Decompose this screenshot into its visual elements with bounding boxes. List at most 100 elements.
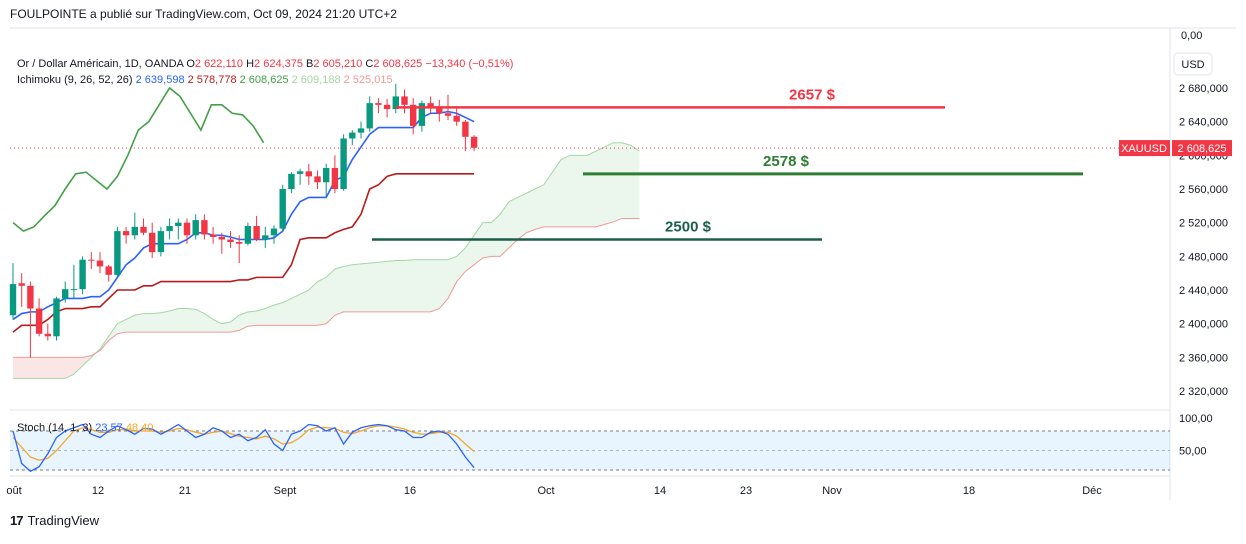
candle bbox=[140, 218, 147, 236]
candle-body bbox=[340, 138, 347, 189]
candle bbox=[166, 218, 173, 240]
candle bbox=[383, 98, 391, 118]
stoch-k-value: 23,57 bbox=[95, 422, 126, 434]
candle bbox=[470, 135, 478, 152]
legend-part: Or / Dollar Américain, 1D, OANDA bbox=[17, 58, 186, 70]
candle bbox=[410, 98, 417, 135]
candle bbox=[357, 121, 365, 139]
candle bbox=[349, 130, 356, 146]
stoch-label: Stoch (14, 1, 3) bbox=[17, 422, 95, 434]
candle-body bbox=[218, 236, 225, 240]
candle bbox=[27, 281, 34, 358]
current-price-tag bbox=[1172, 140, 1232, 157]
cloud-bullish bbox=[91, 142, 640, 358]
currency-label: USD bbox=[1181, 59, 1204, 71]
current-price-label: 2 608,625 bbox=[1178, 143, 1227, 155]
cloud-bearish bbox=[13, 348, 100, 379]
candle bbox=[296, 168, 304, 185]
candle-body bbox=[9, 284, 17, 316]
candle-body bbox=[462, 121, 469, 137]
candle bbox=[366, 96, 373, 132]
candle-body bbox=[262, 235, 269, 240]
candle-body bbox=[401, 96, 408, 105]
candle-body bbox=[35, 308, 43, 334]
price-tick: 2 520,000 bbox=[1179, 218, 1228, 230]
candle-body bbox=[183, 222, 191, 236]
candle bbox=[70, 264, 78, 299]
candle-body bbox=[88, 259, 95, 261]
candle bbox=[427, 96, 434, 114]
candle bbox=[227, 231, 234, 248]
ichimoku-lines bbox=[12, 86, 475, 333]
stoch-d-value: 48,40 bbox=[126, 422, 154, 434]
time-tick: Nov bbox=[822, 485, 842, 497]
candle bbox=[35, 298, 43, 337]
candle-body bbox=[122, 231, 130, 236]
candle-body bbox=[323, 167, 330, 183]
candle-body bbox=[209, 234, 217, 237]
symbol-tag bbox=[1119, 140, 1170, 157]
candle bbox=[279, 184, 286, 231]
candle bbox=[44, 323, 51, 341]
time-tick: 23 bbox=[740, 485, 752, 497]
candle-body bbox=[453, 115, 460, 122]
candle bbox=[62, 281, 69, 303]
ichimoku-value: 2 608,625 bbox=[240, 74, 292, 86]
ichimoku-value: 2 609,188 bbox=[292, 74, 344, 86]
legend-part: B bbox=[306, 58, 313, 70]
tradingview-brand: TradingView bbox=[27, 513, 100, 528]
candle-body bbox=[70, 289, 78, 291]
candle-body bbox=[418, 103, 426, 126]
base-line bbox=[12, 173, 475, 333]
candle-body bbox=[305, 171, 312, 177]
candle bbox=[401, 89, 408, 114]
candle-body bbox=[114, 231, 121, 275]
candle bbox=[209, 226, 217, 244]
candle-body bbox=[53, 298, 60, 337]
legend-part: −13,340 (−0,51%) bbox=[425, 58, 513, 70]
time-tick: oût bbox=[6, 485, 21, 497]
candle-body bbox=[96, 260, 104, 267]
price-tick: 2 400,000 bbox=[1179, 319, 1228, 331]
price-tick: 2 320,000 bbox=[1179, 386, 1228, 398]
candle-body bbox=[427, 103, 434, 108]
candle-body bbox=[296, 171, 304, 174]
ichimoku-value: 2 578,778 bbox=[188, 74, 240, 86]
grid-layer bbox=[10, 27, 1236, 500]
candle bbox=[244, 222, 252, 246]
legend-part: 2 608,625 bbox=[373, 58, 425, 70]
candle bbox=[96, 252, 104, 274]
publish-header: FOULPOINTE a publié sur TradingView.com,… bbox=[10, 7, 397, 21]
candle-body bbox=[131, 226, 138, 236]
candle-body bbox=[149, 232, 156, 253]
candle bbox=[305, 163, 312, 185]
price-tick: 2 480,000 bbox=[1179, 251, 1228, 263]
candle-body bbox=[253, 226, 260, 240]
tradingview-footer[interactable]: 17 TradingView bbox=[10, 513, 99, 528]
candle-body bbox=[201, 220, 208, 235]
candle bbox=[183, 218, 191, 244]
time-tick: Oct bbox=[537, 485, 554, 497]
candle-body bbox=[331, 167, 339, 189]
legend-part: 2 605,210 bbox=[313, 58, 365, 70]
candle-body bbox=[244, 226, 252, 244]
ichimoku-value: 2 525,015 bbox=[344, 74, 393, 86]
time-tick: 12 bbox=[92, 485, 104, 497]
candle bbox=[88, 252, 95, 269]
candle bbox=[192, 214, 199, 240]
legend-part: O bbox=[186, 58, 195, 70]
candle bbox=[392, 83, 399, 114]
price-tick: 2 360,000 bbox=[1179, 352, 1228, 364]
candle bbox=[114, 226, 121, 278]
candle-body bbox=[140, 226, 147, 233]
candle-body bbox=[192, 220, 199, 236]
level-2500-label: 2500 $ bbox=[665, 219, 712, 236]
candle bbox=[149, 222, 156, 259]
candle-body bbox=[410, 104, 417, 126]
candle-body bbox=[236, 242, 243, 244]
candle-body bbox=[279, 189, 286, 229]
candle bbox=[131, 212, 138, 240]
stoch-legend: Stoch (14, 1, 3) 23,57 48,40 bbox=[17, 422, 153, 434]
